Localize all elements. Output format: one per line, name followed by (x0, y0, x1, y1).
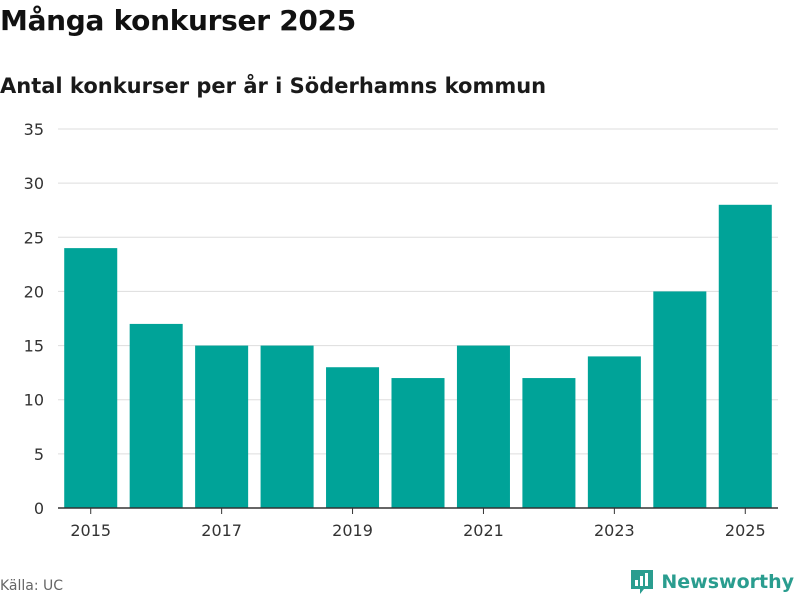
bar-2016 (129, 323, 183, 508)
x-tick-label: 2023 (594, 521, 635, 540)
brand-name: Newsworthy (661, 571, 794, 593)
bar-2025 (718, 204, 772, 509)
x-tick-label: 2021 (463, 521, 504, 540)
x-tick-label: 2015 (70, 521, 111, 540)
source-note: Källa: UC (0, 578, 64, 594)
chart-subtitle: Antal konkurser per år i Söderhamns komm… (0, 74, 547, 98)
bar-2017 (195, 345, 249, 508)
chart-title: Många konkurser 2025 (0, 4, 356, 37)
y-tick-label: 30 (24, 174, 44, 193)
brand-logo: Newsworthy (629, 568, 794, 596)
bar-2022 (522, 378, 576, 508)
newsworthy-logo-icon (631, 570, 654, 594)
bar-2015 (64, 248, 118, 508)
y-tick-label: 25 (24, 228, 44, 247)
bar-2020 (391, 378, 445, 508)
x-tick-label: 2019 (332, 521, 373, 540)
y-tick-label: 35 (24, 120, 44, 139)
bar-2024 (653, 291, 707, 508)
y-tick-label: 15 (24, 337, 44, 356)
y-tick-label: 10 (24, 391, 44, 410)
bar-2018 (260, 345, 314, 508)
y-tick-label: 20 (24, 282, 44, 301)
y-tick-label: 0 (34, 499, 44, 518)
bar-2021 (456, 345, 510, 508)
x-tick-label: 2025 (725, 521, 766, 540)
bar-2023 (587, 356, 641, 508)
bar-2019 (326, 367, 380, 508)
y-tick-label: 5 (34, 445, 44, 464)
x-tick-label: 2017 (201, 521, 242, 540)
